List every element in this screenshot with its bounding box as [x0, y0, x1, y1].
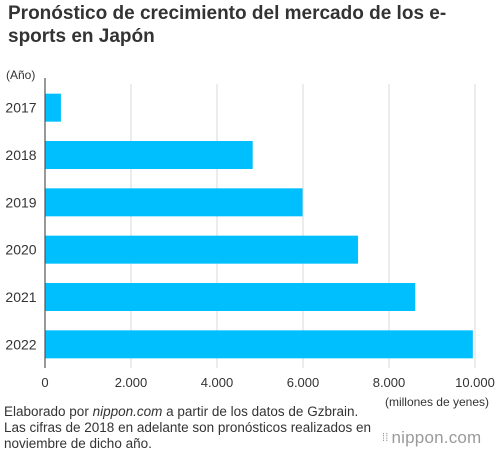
x-tick-label: 6.000 — [287, 375, 320, 390]
dots-icon: ⁞⁞ — [382, 432, 389, 444]
y-tick-label: 2018 — [5, 147, 36, 163]
x-tick-label: 4.000 — [201, 375, 234, 390]
x-tick-label: 8.000 — [373, 375, 406, 390]
brand-logo: ⁞⁞ nippon.com — [382, 428, 481, 448]
chart-title: Pronóstico de crecimiento del mercado de… — [8, 3, 447, 47]
source-site: nippon.com — [92, 404, 163, 419]
bar — [45, 235, 359, 264]
source-prefix: Elaborado por — [4, 404, 93, 419]
x-axis-label: (millones de yenes) — [385, 395, 489, 409]
x-tick-label: 2.000 — [115, 375, 148, 390]
brand-name: nippon.com — [391, 428, 482, 447]
forecast-note: Las cifras de 2018 en adelante son pronó… — [4, 420, 371, 451]
bar — [45, 141, 253, 169]
y-tick-label: 2020 — [5, 242, 36, 258]
y-tick-label: 2022 — [5, 336, 36, 352]
bar — [45, 283, 416, 311]
y-tick-label: 2021 — [5, 289, 36, 305]
bar — [45, 188, 303, 217]
x-tick-label: 0 — [41, 375, 48, 390]
y-tick-label: 2019 — [5, 194, 36, 210]
bar — [45, 93, 61, 122]
x-tick-label: 10.000 — [455, 375, 495, 390]
bar — [45, 330, 473, 359]
source-suffix: a partir de los datos de Gzbrain. — [162, 404, 359, 419]
source-note: Elaborado por nippon.com a partir de los… — [4, 404, 384, 452]
y-tick-label: 2017 — [5, 100, 36, 116]
y-axis-label: (Año) — [6, 68, 35, 82]
